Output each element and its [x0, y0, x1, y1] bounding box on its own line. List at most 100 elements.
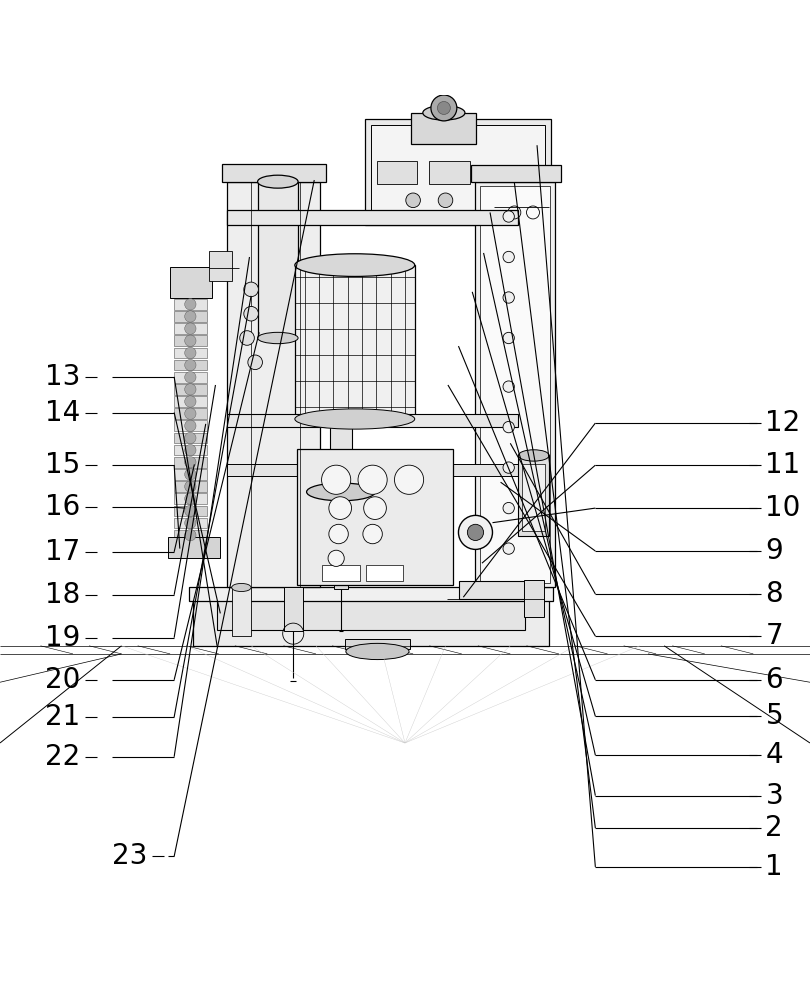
Bar	[174, 408, 207, 419]
Circle shape	[503, 211, 514, 222]
Text: 9: 9	[765, 537, 783, 565]
Circle shape	[363, 524, 382, 544]
Bar	[522, 464, 545, 531]
Text: 21: 21	[45, 703, 80, 731]
Bar	[174, 445, 207, 455]
Ellipse shape	[306, 483, 375, 501]
Bar	[297, 449, 453, 585]
Circle shape	[467, 524, 484, 540]
Circle shape	[185, 529, 196, 541]
Circle shape	[503, 462, 514, 473]
Bar	[284, 587, 303, 631]
Circle shape	[185, 384, 196, 395]
Ellipse shape	[518, 450, 549, 461]
Circle shape	[458, 515, 492, 549]
Circle shape	[185, 517, 196, 529]
Bar	[174, 335, 207, 346]
Bar	[174, 311, 207, 322]
Circle shape	[322, 465, 351, 494]
Ellipse shape	[295, 254, 415, 276]
Bar	[170, 267, 212, 298]
Bar	[174, 299, 207, 310]
Bar	[459, 581, 540, 599]
Text: 18: 18	[45, 581, 80, 609]
Text: 2: 2	[765, 814, 783, 842]
Circle shape	[240, 331, 254, 345]
Bar	[494, 172, 549, 225]
Bar	[364, 119, 551, 225]
Bar	[174, 481, 207, 492]
Bar	[232, 587, 251, 636]
Text: 22: 22	[45, 743, 80, 771]
Circle shape	[431, 95, 457, 121]
Text: 23: 23	[112, 842, 147, 870]
Ellipse shape	[295, 409, 415, 429]
Circle shape	[503, 251, 514, 263]
Circle shape	[185, 347, 196, 359]
Bar	[475, 182, 555, 587]
Text: 11: 11	[765, 451, 801, 479]
Bar	[471, 165, 561, 182]
Circle shape	[185, 335, 196, 346]
Circle shape	[185, 457, 196, 468]
Circle shape	[244, 282, 258, 297]
Circle shape	[244, 306, 258, 321]
Circle shape	[185, 444, 196, 456]
Ellipse shape	[258, 332, 298, 344]
Circle shape	[185, 481, 196, 492]
Bar	[295, 265, 415, 419]
Circle shape	[185, 323, 196, 334]
Ellipse shape	[423, 106, 465, 120]
Bar	[174, 530, 207, 540]
Circle shape	[364, 497, 386, 519]
Circle shape	[503, 292, 514, 303]
Text: 8: 8	[765, 580, 783, 608]
Circle shape	[185, 493, 196, 504]
Circle shape	[329, 497, 352, 519]
Bar	[174, 433, 207, 443]
Circle shape	[185, 469, 196, 480]
Bar	[334, 508, 348, 589]
Bar	[174, 384, 207, 395]
Text: 14: 14	[45, 399, 80, 427]
Bar	[174, 323, 207, 334]
Text: 4: 4	[765, 741, 783, 769]
Bar	[258, 182, 298, 338]
Text: 6: 6	[765, 666, 783, 694]
Bar	[524, 580, 544, 617]
Bar	[168, 537, 220, 558]
Circle shape	[358, 465, 387, 494]
Bar	[345, 639, 410, 649]
Circle shape	[185, 396, 196, 407]
Circle shape	[248, 355, 262, 370]
Bar	[174, 360, 207, 370]
Text: 19: 19	[45, 624, 80, 652]
Text: 15: 15	[45, 451, 80, 479]
Circle shape	[329, 524, 348, 544]
Circle shape	[328, 550, 344, 566]
Ellipse shape	[232, 583, 251, 592]
Bar	[366, 565, 403, 581]
Circle shape	[185, 311, 196, 322]
Bar	[371, 125, 545, 218]
Circle shape	[503, 381, 514, 392]
Text: 16: 16	[45, 493, 80, 521]
Circle shape	[438, 193, 453, 208]
Bar	[174, 396, 207, 407]
Bar	[174, 469, 207, 480]
Bar	[174, 420, 207, 431]
Circle shape	[437, 101, 450, 114]
Circle shape	[185, 420, 196, 431]
Bar	[222, 164, 326, 182]
Circle shape	[406, 193, 420, 208]
Bar	[227, 182, 320, 587]
Bar	[322, 565, 360, 581]
Circle shape	[185, 408, 196, 419]
Bar	[227, 210, 518, 225]
Circle shape	[394, 465, 424, 494]
Circle shape	[185, 432, 196, 444]
Text: 3: 3	[765, 782, 783, 810]
Bar	[227, 414, 518, 427]
Bar	[411, 113, 476, 144]
Bar	[174, 493, 207, 504]
